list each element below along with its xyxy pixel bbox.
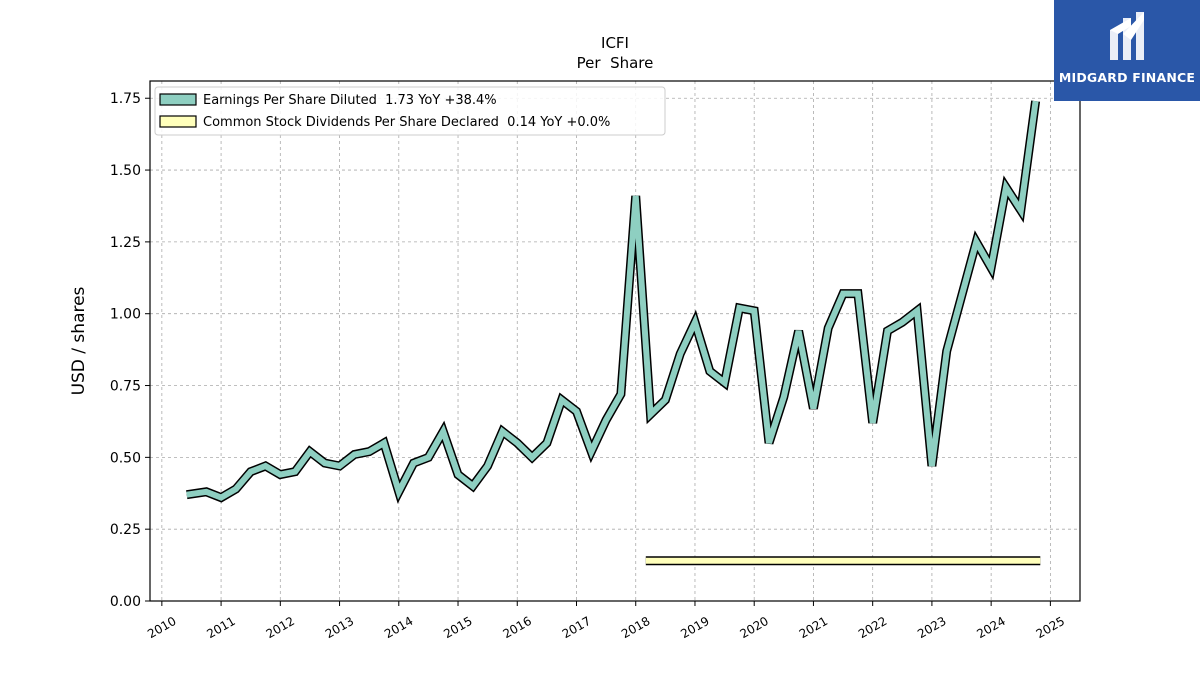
legend: Earnings Per Share Diluted 1.73 YoY +38.… <box>154 86 666 136</box>
grid <box>150 81 1080 602</box>
midgard-m-logo-icon <box>1110 12 1144 60</box>
x-tick-label: 2025 <box>1034 614 1067 641</box>
logo-text: MIDGARD FINANCE <box>1058 70 1196 85</box>
x-tick-label: 2015 <box>441 614 474 641</box>
x-tick-label: 2019 <box>678 614 711 641</box>
x-tick-label: 2012 <box>264 614 297 641</box>
plot-frame <box>149 80 1081 602</box>
y-tick-label: 0.00 <box>110 594 141 610</box>
x-tick-label: 2010 <box>145 614 178 641</box>
x-tick-label: 2021 <box>797 614 830 641</box>
x-tick-label: 2020 <box>737 614 770 641</box>
legend-label-eps: Earnings Per Share Diluted 1.73 YoY +38.… <box>203 93 497 108</box>
y-tick-label: 1.50 <box>110 163 141 179</box>
y-tick-label: 0.25 <box>110 522 141 538</box>
x-tick-label: 2018 <box>619 614 652 641</box>
x-tick-label: 2017 <box>560 614 593 641</box>
y-tick-label: 1.75 <box>110 91 141 107</box>
legend-label-dividends: Common Stock Dividends Per Share Declare… <box>203 115 610 130</box>
x-tick-label: 2013 <box>323 614 356 641</box>
series-0-line <box>186 100 1039 501</box>
series-0-outline <box>186 100 1041 504</box>
y-tick-label: 0.75 <box>110 379 141 395</box>
x-tick-label: 2024 <box>974 614 1007 641</box>
series-0 <box>186 100 1041 504</box>
x-tick-label: 2011 <box>204 614 237 641</box>
x-tick-label: 2016 <box>501 614 534 641</box>
midgard-finance-logo: MIDGARD FINANCE <box>1054 0 1200 101</box>
y-tick-label: 0.50 <box>110 450 141 466</box>
legend-box <box>154 86 666 136</box>
y-axis-label: USD / shares <box>69 286 89 395</box>
x-tick-label: 2022 <box>856 614 889 641</box>
legend-swatch-dividends <box>159 115 197 128</box>
x-tick-label: 2014 <box>382 614 415 641</box>
y-tick-label: 1.00 <box>110 307 141 323</box>
legend-swatch-eps <box>159 93 197 106</box>
x-tick-label: 2023 <box>915 614 948 641</box>
chart-subtitle: Per Share <box>577 54 654 72</box>
series-layer <box>186 100 1041 566</box>
chart-title: ICFI <box>601 34 629 52</box>
y-tick-label: 1.25 <box>110 235 141 251</box>
